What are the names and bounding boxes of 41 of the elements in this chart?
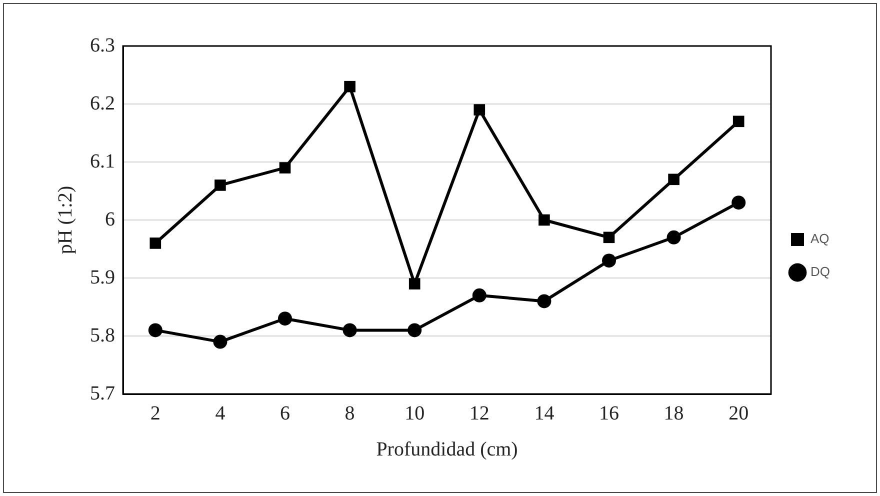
x-tick-label: 18: [664, 402, 684, 424]
legend-label: DQ: [810, 264, 830, 280]
y-tick-label: 5.7: [90, 382, 115, 404]
y-tick-label: 5.9: [90, 266, 115, 288]
y-tick-label: 6.1: [90, 150, 115, 172]
point: [537, 294, 552, 308]
point: [342, 323, 357, 338]
x-tick-label: 8: [344, 402, 355, 424]
point: [150, 238, 162, 249]
x-tick-label: 16: [599, 402, 619, 424]
point: [474, 104, 486, 116]
point: [732, 196, 746, 210]
point: [666, 230, 681, 244]
y-tick-label: 5.8: [90, 324, 115, 346]
x-tick-label: 6: [280, 402, 290, 424]
point: [408, 278, 420, 290]
y-tick-label: 6: [105, 208, 115, 230]
point: [344, 80, 356, 92]
point: [472, 288, 486, 302]
y-tick-label: 6.2: [90, 92, 115, 114]
point: [148, 323, 162, 338]
y-tick-label: 6.3: [90, 34, 115, 56]
x-tick-label: 2: [150, 402, 160, 424]
point: [602, 254, 616, 268]
x-axis-title: Profundidad (cm): [376, 438, 518, 460]
x-tick-label: 12: [469, 402, 490, 424]
point: [278, 312, 292, 326]
legend-label: AQ: [810, 231, 830, 246]
point: [279, 162, 291, 174]
x-tick-label: 10: [404, 402, 425, 424]
x-tick-label: 20: [728, 402, 749, 424]
point: [668, 174, 680, 186]
point: [603, 232, 615, 244]
point: [732, 116, 744, 128]
y-axis-title: pH (1:2): [54, 186, 76, 254]
point: [538, 214, 550, 226]
x-tick-label: 4: [215, 402, 226, 424]
point: [214, 180, 226, 191]
point: [213, 334, 228, 349]
point: [408, 323, 422, 338]
x-tick-label: 14: [534, 402, 554, 424]
